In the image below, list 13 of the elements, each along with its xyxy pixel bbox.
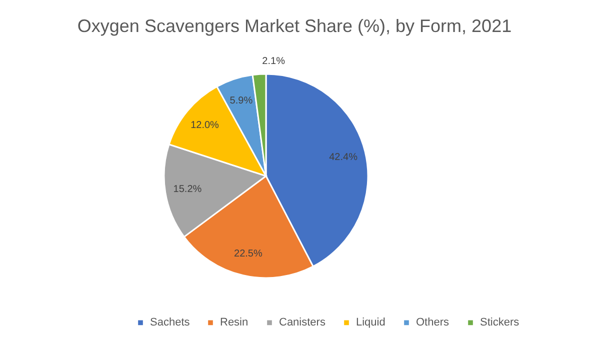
- data-label: 15.2%: [173, 184, 202, 195]
- legend-label: Canisters: [279, 316, 326, 329]
- legend-label: Others: [416, 316, 450, 329]
- legend-label: Liquid: [356, 316, 386, 329]
- data-label: 42.4%: [329, 152, 358, 164]
- data-label: 2.1%: [262, 56, 286, 68]
- chart-title: Oxygen Scavengers Market Share (%), by Form, 2021: [77, 16, 512, 36]
- data-label: 22.5%: [234, 248, 262, 260]
- legend-label: Resin: [220, 316, 248, 329]
- legend-label: Sachets: [150, 316, 190, 329]
- data-label: 12.0%: [190, 120, 220, 132]
- legend-label: Stickers: [480, 316, 520, 329]
- data-label: 5.9%: [230, 95, 253, 106]
